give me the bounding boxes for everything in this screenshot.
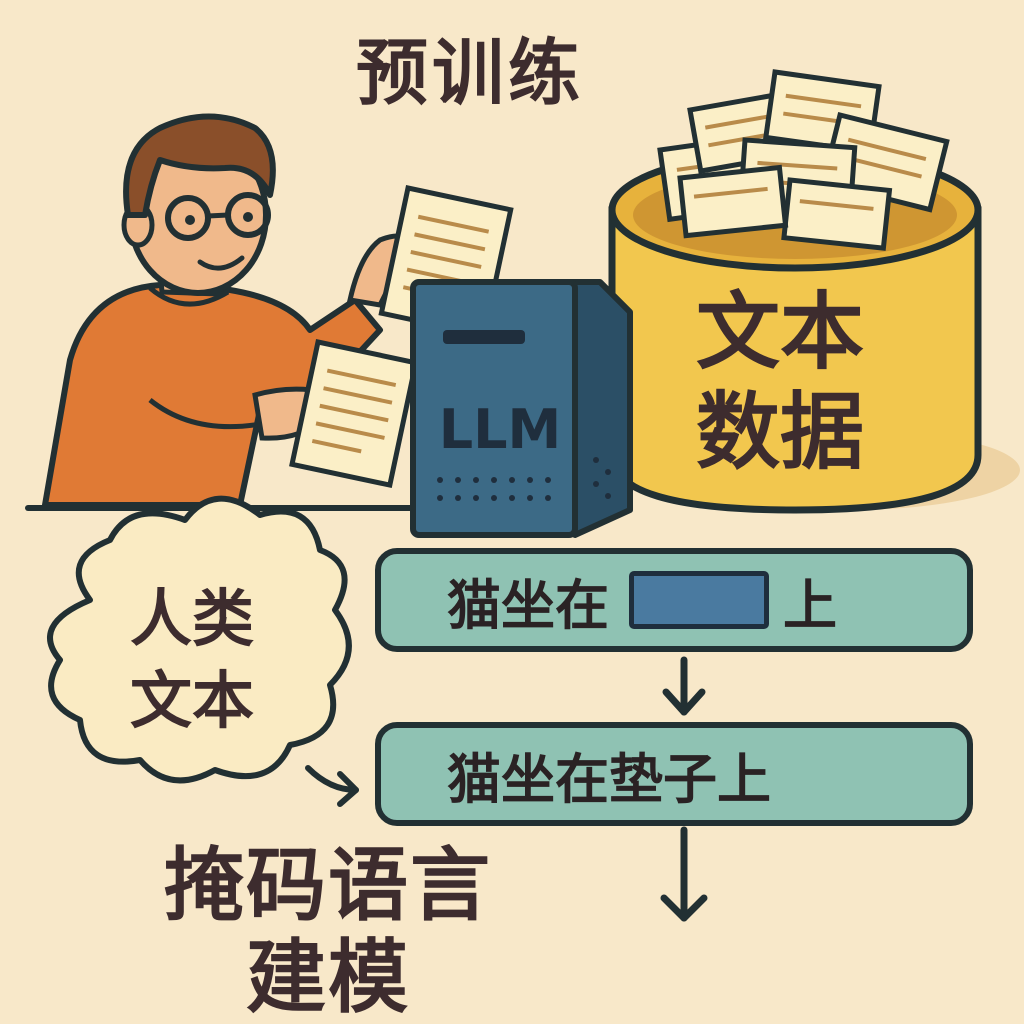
- filled-sentence-text: 猫坐在垫子上: [447, 747, 771, 811]
- thought-cloud: [47, 495, 352, 784]
- paper-sheet-lower: [289, 339, 419, 489]
- filled-sentence-box: 猫坐在垫子上: [375, 722, 973, 826]
- text-data-label: 文本 数据: [660, 282, 900, 482]
- glasses-icon: [165, 195, 211, 241]
- masked-text-after: 上: [783, 573, 837, 637]
- arrow-right-icon: [305, 765, 359, 807]
- method-label-line2: 建模: [246, 931, 410, 1024]
- method-label-line1: 掩码语言: [164, 839, 492, 932]
- text-data-bin: [608, 69, 1020, 514]
- arrow-down-icon-2: [660, 826, 708, 922]
- text-data-label-line1: 文本: [695, 283, 864, 381]
- person-hair: [123, 113, 276, 218]
- mask-token: [629, 571, 769, 629]
- masked-sentence-box: 猫坐在 上: [375, 548, 973, 652]
- page-title: 预训练: [355, 31, 584, 115]
- arrow-down-icon: [662, 656, 706, 716]
- llm-label: LLM: [438, 398, 562, 461]
- text-data-label-line2: 数据: [695, 383, 864, 481]
- human-text-label: 人类 文本: [92, 578, 292, 742]
- llm-machine: [410, 279, 633, 538]
- human-text-label-line2: 文本: [129, 664, 254, 737]
- method-label: 掩码语言 建模: [128, 840, 528, 1024]
- person-shirt: [42, 282, 383, 508]
- human-text-label-line1: 人类: [129, 582, 254, 655]
- masked-text-before: 猫坐在: [447, 573, 609, 637]
